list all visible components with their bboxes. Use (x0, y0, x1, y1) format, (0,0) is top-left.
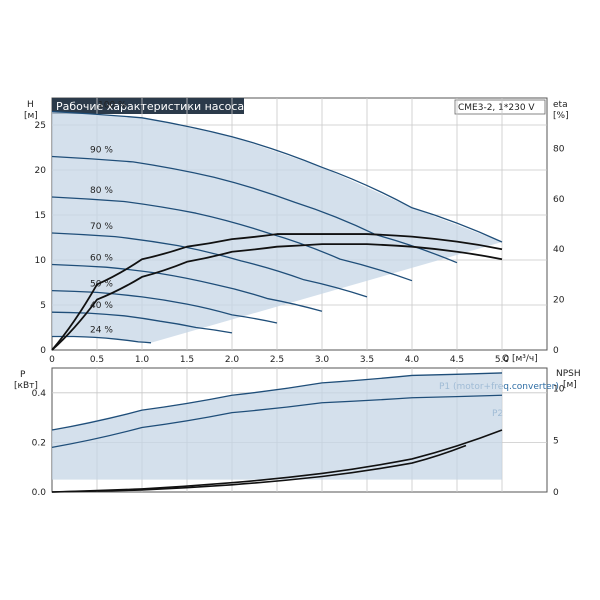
model-box (454, 99, 546, 115)
speed-label: 80 % (90, 186, 113, 196)
speed-label: 60 % (90, 254, 113, 264)
top-x-tick-label: 1.5 (180, 355, 194, 365)
npsh-axis-label: NPSH (556, 369, 581, 379)
efficiency-curve (51, 243, 503, 351)
chart-title: Рабочие характеристики насоса (56, 100, 244, 113)
top-x-tick-label: 2.0 (225, 355, 240, 365)
top-x-tick-label: 3.0 (315, 355, 330, 365)
bottom-y-tick-label: 0.4 (32, 389, 47, 399)
top-y-tick-label: 10 (35, 256, 47, 266)
bottom-y-tick-label: 0.2 (32, 438, 46, 448)
speed-label: 90 % (90, 146, 113, 156)
eta-tick-label: 0 (553, 346, 559, 356)
top-x-tick-label: 4.0 (405, 355, 420, 365)
p-axis-unit: [кВт] (14, 381, 38, 391)
operating-area (52, 111, 502, 343)
top-x-tick-label: 2.5 (270, 355, 284, 365)
npsh-tick-label: 10 (553, 385, 565, 395)
top-y-tick-label: 20 (35, 166, 47, 176)
bottom-y-tick-label: 0.0 (32, 488, 47, 498)
q-axis-label: Q [м³/ч] (502, 354, 538, 364)
p-axis-label: P (20, 370, 26, 380)
head-curve (51, 155, 458, 264)
head-curve (51, 196, 413, 282)
eta-tick-label: 60 (553, 195, 565, 205)
speed-label: 70 % (90, 222, 113, 232)
npsh-tick-label: 5 (553, 436, 559, 446)
speed-label: 100 % (98, 101, 127, 111)
power-curve (51, 372, 503, 431)
speed-label: 50 % (90, 280, 113, 290)
h-axis-unit: [м] (24, 111, 38, 121)
head-curve (51, 311, 233, 334)
model-label: CME3-2, 1*230 V (458, 103, 535, 113)
speed-label: 40 % (90, 301, 113, 311)
eta-axis-unit: [%] (553, 111, 569, 121)
eta-tick-label: 20 (553, 296, 565, 306)
top-x-tick-label: 4.5 (450, 355, 464, 365)
head-curve (52, 335, 152, 344)
top-x-tick-label: 0 (49, 355, 55, 365)
h-axis-label: H (27, 100, 34, 110)
npsh-axis-unit: [м] (563, 380, 577, 390)
top-y-tick-label: 25 (35, 121, 46, 131)
npsh-curve (51, 444, 467, 493)
title-box (52, 98, 244, 114)
eta-axis-label: eta (553, 100, 568, 110)
top-y-tick-label: 15 (35, 211, 46, 221)
top-x-tick-label: 5.0 (495, 355, 510, 365)
head-curve (51, 232, 368, 298)
eta-tick-label: 80 (553, 144, 565, 154)
speed-label: 24 % (90, 326, 113, 336)
top-x-tick-label: 0.5 (90, 355, 104, 365)
top-y-tick-label: 0 (40, 346, 46, 356)
top-y-tick-label: 5 (40, 301, 46, 311)
head-curve (51, 263, 323, 312)
head-curve (51, 110, 503, 243)
eta-tick-label: 40 (553, 245, 565, 255)
top-x-tick-label: 1.0 (135, 355, 150, 365)
power-curve (51, 394, 503, 449)
efficiency-curve (51, 233, 503, 351)
top-x-tick-label: 3.5 (360, 355, 374, 365)
npsh-curve (51, 429, 503, 493)
npsh-tick-label: 0 (553, 488, 559, 498)
